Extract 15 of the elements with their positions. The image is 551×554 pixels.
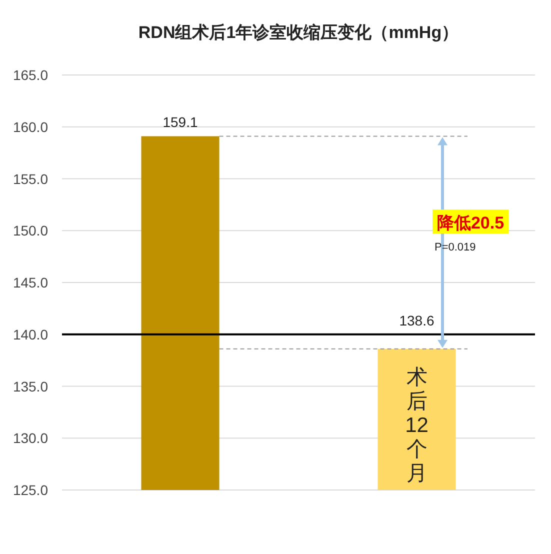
- annotation: 术后12个月: [405, 366, 428, 485]
- annotation: P=0.019: [434, 242, 476, 254]
- y-tick-label: 145.0: [12, 274, 48, 290]
- y-tick-label: 150.0: [12, 222, 48, 239]
- y-tick-label: 155.0: [12, 170, 48, 187]
- y-tick-label: 165.0: [12, 67, 48, 83]
- chart-title: RDN组术后1年诊室收缩压变化（mmHg）: [138, 23, 459, 42]
- y-tick-label: 160.0: [12, 118, 48, 135]
- data-label: 159.1: [162, 114, 198, 130]
- y-tick-label: 135.0: [12, 378, 48, 394]
- y-tick-label: 140.0: [12, 326, 48, 342]
- annotation: 降低20.5: [436, 214, 504, 233]
- y-tick-label: 130.0: [12, 430, 48, 446]
- y-tick-label: 125.0: [12, 482, 48, 498]
- data-label: 138.6: [399, 312, 434, 328]
